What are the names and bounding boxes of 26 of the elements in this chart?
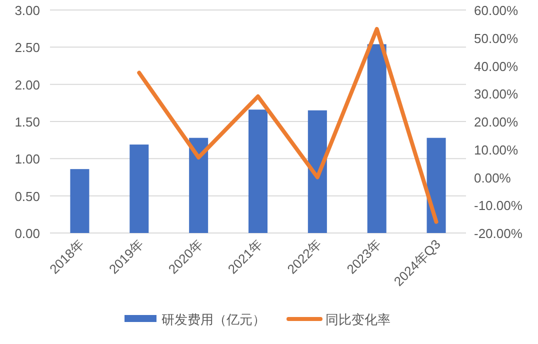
bar — [189, 138, 208, 233]
y2-tick-label: 10.00% — [474, 142, 519, 158]
bar — [308, 110, 327, 233]
bar — [130, 144, 149, 233]
legend-label: 同比变化率 — [326, 312, 390, 327]
y2-tick-label: 0.00% — [474, 170, 512, 186]
bar — [248, 110, 268, 233]
y-tick-label: 2.00 — [14, 77, 40, 92]
y-tick-label: 2.50 — [14, 40, 40, 56]
bar — [70, 169, 90, 233]
y2-tick-label: 50.00% — [474, 30, 519, 46]
bar — [367, 44, 386, 233]
y-tick-label: 1.50 — [14, 114, 40, 130]
y2-tick-label: 60.00% — [474, 3, 519, 18]
legend-label: 研发费用（亿元） — [162, 312, 266, 327]
y2-tick-label: 40.00% — [474, 58, 519, 74]
y-tick-label: 0.50 — [14, 188, 40, 204]
line-series — [137, 26, 438, 224]
y2-tick-label: 30.00% — [474, 86, 519, 102]
bar — [426, 138, 446, 233]
y-tick-label: 3.00 — [14, 3, 40, 18]
y-tick-label: 0.00 — [14, 226, 40, 241]
y2-tick-label: -10.00% — [474, 198, 523, 214]
y2-tick-label: 20.00% — [474, 114, 519, 130]
y-tick-label: 1.00 — [14, 152, 40, 167]
y2-tick-label: -20.00% — [474, 226, 523, 241]
